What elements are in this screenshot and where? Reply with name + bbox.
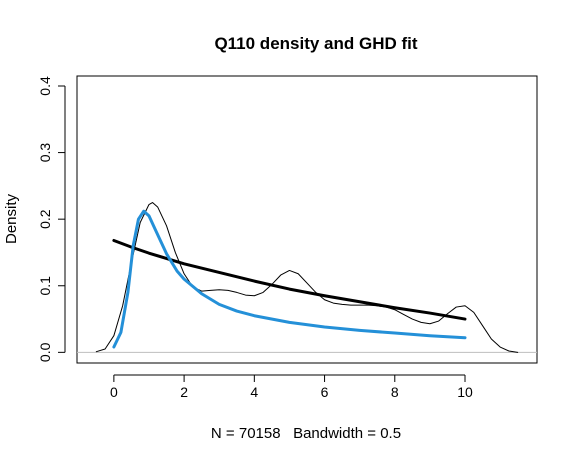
chart-title: Q110 density and GHD fit xyxy=(214,34,417,53)
y-tick-label: 0.0 xyxy=(37,342,53,362)
y-axis-label: Density xyxy=(3,193,20,244)
y-tick-label: 0.3 xyxy=(37,143,53,163)
series-layer xyxy=(77,202,537,353)
x-tick-label: 8 xyxy=(391,384,399,400)
fit-line-black xyxy=(112,238,467,321)
x-tick-label: 2 xyxy=(180,384,188,400)
x-axis: 0 2 4 6 8 10 xyxy=(110,374,473,400)
x-tick-label: 4 xyxy=(250,384,258,400)
plot-frame xyxy=(76,75,538,364)
y-axis: 0.0 0.1 0.2 0.3 0.4 xyxy=(37,76,66,362)
density-curve xyxy=(95,202,519,353)
ghd-fit-curve xyxy=(112,209,467,349)
x-tick-label: 10 xyxy=(457,384,473,400)
y-tick-label: 0.4 xyxy=(37,76,53,96)
y-tick-label: 0.1 xyxy=(37,276,53,296)
x-tick-label: 0 xyxy=(110,384,118,400)
x-tick-label: 6 xyxy=(321,384,329,400)
x-axis-label: N = 70158 Bandwidth = 0.5 xyxy=(211,425,401,442)
y-tick-label: 0.2 xyxy=(37,209,53,229)
